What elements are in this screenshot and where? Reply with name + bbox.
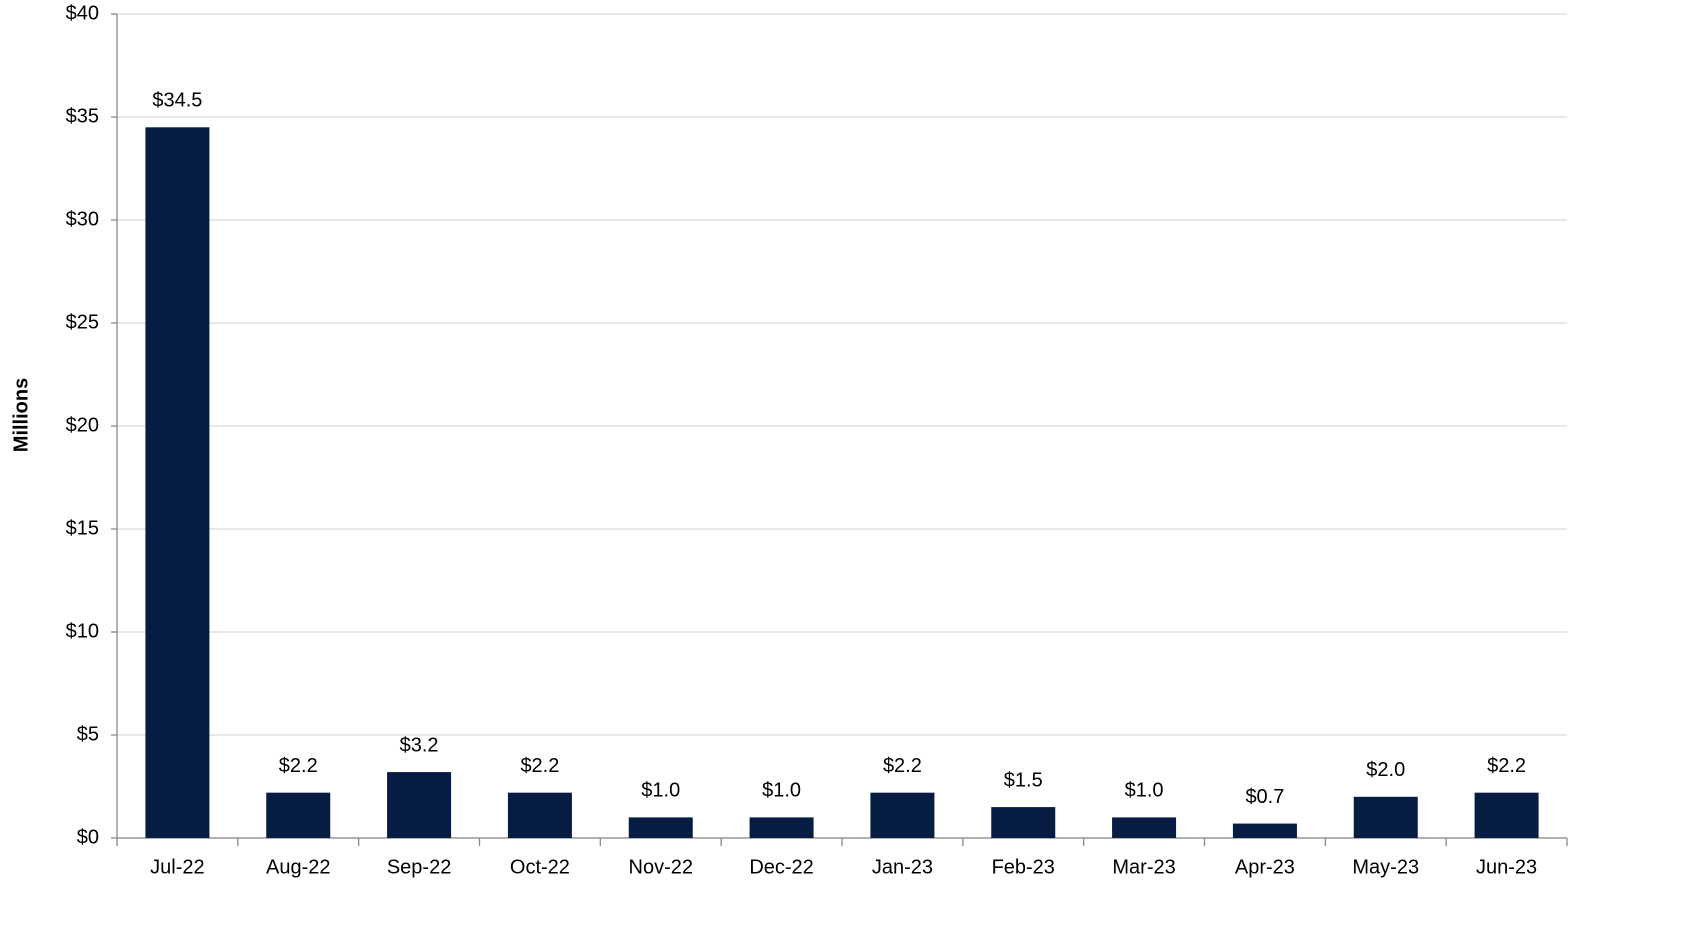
- value-label: $2.2: [279, 755, 318, 777]
- bar: [1474, 792, 1539, 838]
- x-tick-label: May-23: [1352, 856, 1419, 878]
- y-axis-title: Millions: [10, 378, 32, 452]
- bar: [145, 127, 210, 839]
- value-label: $1.0: [641, 780, 680, 802]
- value-label: $3.2: [400, 734, 439, 756]
- x-tick-label: Feb-23: [992, 856, 1055, 878]
- y-tick-label: $35: [66, 105, 99, 127]
- y-tick-label: $30: [66, 208, 99, 230]
- x-tick-label: Sep-22: [387, 856, 452, 878]
- x-tick-label: Nov-22: [629, 856, 693, 878]
- value-label: $1.5: [1004, 769, 1043, 791]
- value-label: $2.2: [1487, 755, 1526, 777]
- bar: [507, 792, 572, 838]
- y-tick-label: $15: [66, 517, 99, 539]
- bar: [1112, 817, 1177, 838]
- x-tick-label: Dec-22: [749, 856, 813, 878]
- y-tick-label: $5: [77, 723, 99, 745]
- bar: [870, 792, 935, 838]
- y-tick-label: $0: [77, 826, 99, 848]
- x-tick-label: Apr-23: [1235, 856, 1295, 878]
- x-tick-label: Oct-22: [510, 856, 570, 878]
- bar: [1353, 796, 1418, 838]
- bar: [387, 772, 452, 838]
- value-label: $2.0: [1366, 759, 1405, 781]
- x-tick-label: Jan-23: [872, 856, 933, 878]
- x-tick-label: Jun-23: [1476, 856, 1537, 878]
- bar: [628, 817, 693, 838]
- value-label: $2.2: [520, 755, 559, 777]
- value-label: $1.0: [1125, 780, 1164, 802]
- x-tick-label: Jul-22: [150, 856, 204, 878]
- y-tick-label: $25: [66, 311, 99, 333]
- x-tick-label: Aug-22: [266, 856, 331, 878]
- bar: [749, 817, 814, 838]
- bar: [1232, 823, 1297, 838]
- bar: [991, 807, 1056, 838]
- bar: [266, 792, 331, 838]
- value-label: $2.2: [883, 755, 922, 777]
- y-tick-label: $40: [66, 2, 99, 24]
- y-tick-label: $10: [66, 620, 99, 642]
- x-tick-label: Mar-23: [1112, 856, 1175, 878]
- value-label: $0.7: [1245, 786, 1284, 808]
- y-tick-label: $20: [66, 414, 99, 436]
- value-label: $1.0: [762, 780, 801, 802]
- value-label: $34.5: [152, 90, 202, 112]
